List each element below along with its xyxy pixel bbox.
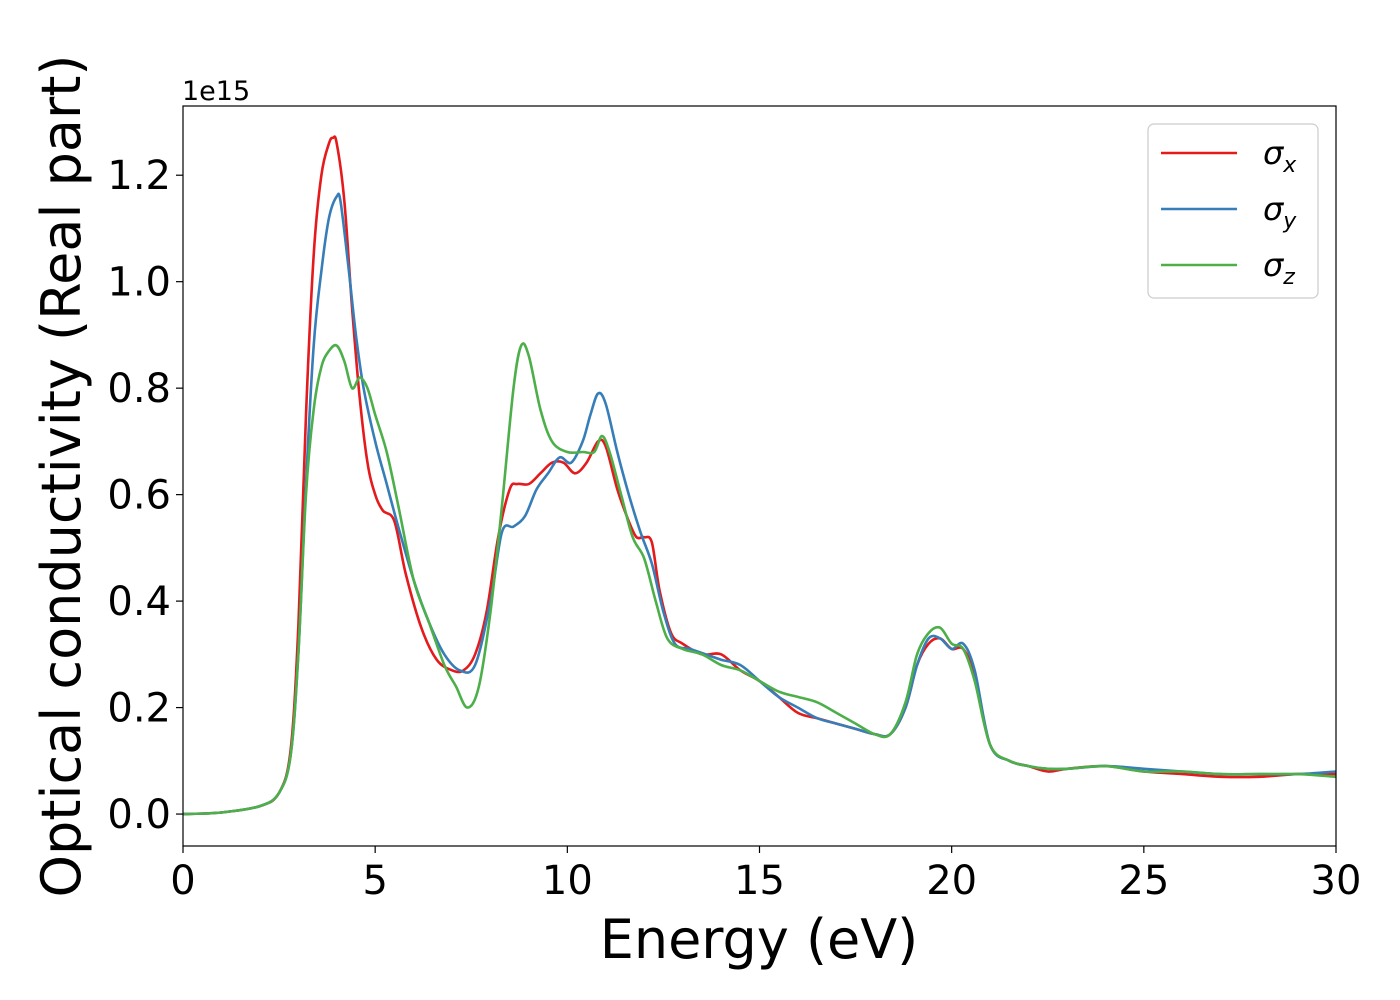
x-tick-label: 30 (1311, 858, 1362, 904)
y-tick-label: 0.0 (107, 792, 171, 838)
y-offset-label: 1e15 (182, 76, 250, 107)
plot-frame (182, 105, 1337, 847)
y-axis-title: Optical conductivity (Real part) (30, 55, 93, 898)
series-line-z (183, 342, 1336, 816)
y-tick-label: 1.0 (107, 260, 171, 306)
x-tick-label: 10 (542, 858, 593, 904)
x-axis-title: Energy (eV) (600, 908, 919, 971)
series-line-y (183, 192, 1336, 816)
x-tick-label: 25 (1118, 858, 1169, 904)
legend-label-z: σz (1263, 246, 1295, 290)
legend-box (1147, 123, 1319, 299)
y-tick-label: 0.6 (107, 473, 171, 519)
legend-label-y: σy (1263, 190, 1297, 234)
x-tick-label: 0 (170, 858, 195, 904)
x-tick-label: 15 (734, 858, 785, 904)
legend-label-x: σx (1263, 134, 1297, 178)
x-tick-label: 20 (926, 858, 977, 904)
legend: σx σy σz (1147, 123, 1319, 299)
x-tick-label: 5 (362, 858, 387, 904)
y-tick-label: 0.4 (107, 579, 171, 625)
y-tick-label: 1.2 (107, 153, 171, 199)
y-tick-label: 0.2 (107, 686, 171, 732)
y-tick-label: 0.8 (107, 366, 171, 412)
